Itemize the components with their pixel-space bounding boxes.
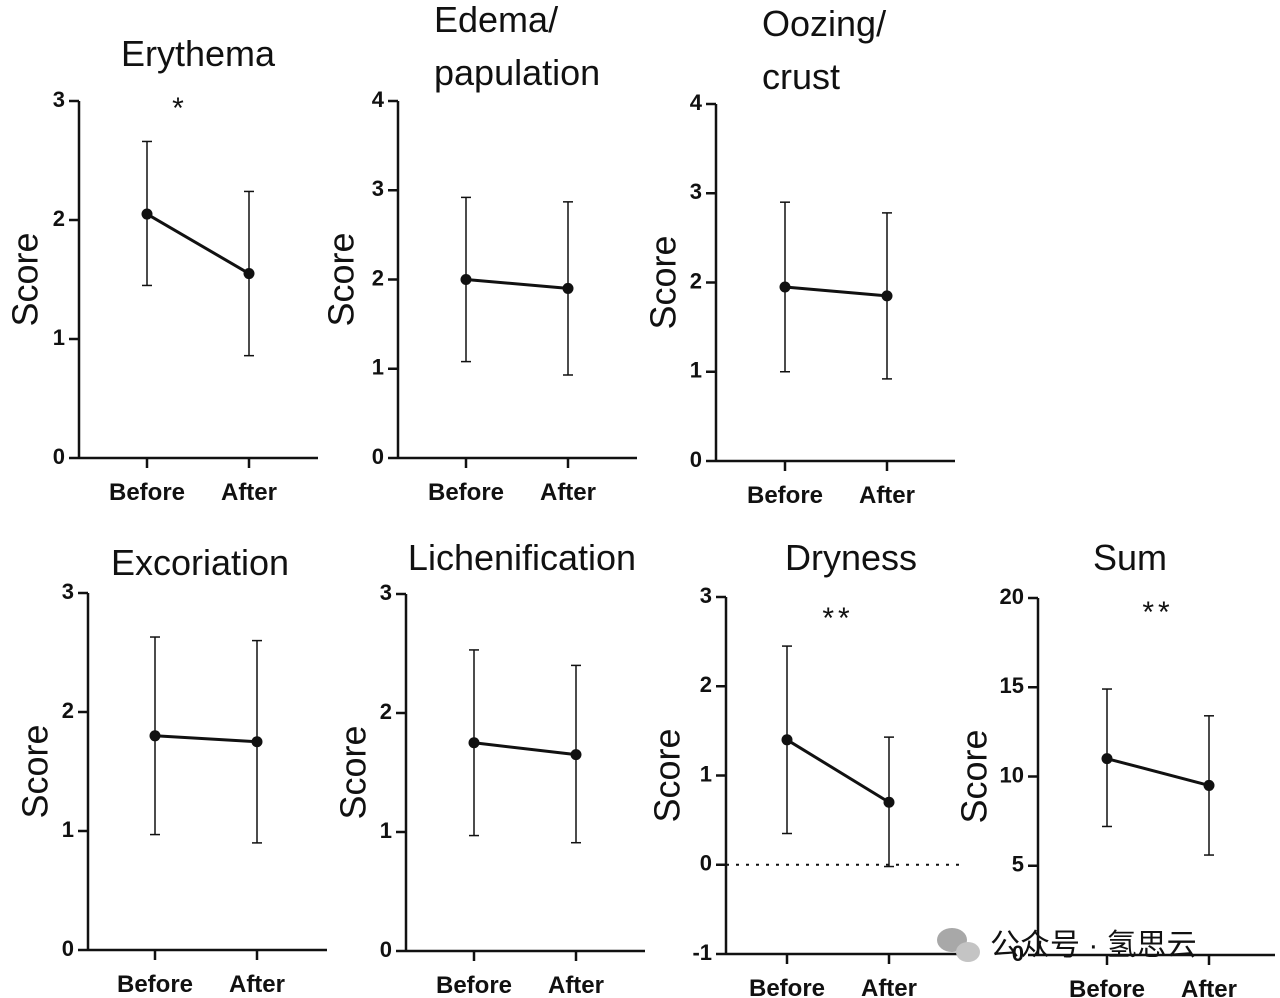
series-line: [473, 741, 577, 757]
panel-2: Edema/papulation Score 0 1 2 3 4 Before After: [321, 0, 637, 506]
y-axis-label: Score: [643, 235, 684, 329]
x-tick-label: After: [229, 971, 285, 998]
y-tick-label: 3: [62, 579, 74, 604]
watermark-text: 公众号 · 氢思云: [990, 929, 1197, 962]
y-axis-label: Score: [15, 724, 56, 818]
panel-4: Excoriation Score 0 1 2 3 Before After: [15, 542, 327, 998]
panel-title: crust: [762, 56, 840, 97]
significance-marker: **: [822, 602, 853, 635]
y-tick-label: 1: [62, 817, 74, 842]
y-tick-label: 15: [1000, 673, 1024, 698]
y-tick-label: 3: [690, 179, 702, 204]
watermark: 公众号 · 氢思云: [937, 928, 1197, 962]
y-tick-label: 1: [372, 355, 384, 380]
y-axis-label: Score: [5, 232, 46, 326]
y-tick-label: 2: [372, 265, 384, 290]
wechat-icon: [937, 928, 980, 962]
x-tick-label: After: [1181, 976, 1237, 998]
data-point: [883, 796, 895, 808]
significance-marker: **: [1142, 596, 1173, 629]
y-axis-label: Score: [647, 728, 688, 822]
panel-title: Sum: [1093, 537, 1167, 578]
x-tick-label: After: [221, 479, 277, 506]
x-tick-label: Before: [109, 479, 185, 506]
y-axis-label: Score: [954, 729, 995, 823]
significance-marker: *: [172, 92, 188, 125]
y-tick-label: 0: [380, 937, 392, 962]
panel-title: Edema/: [434, 0, 558, 40]
y-axis-label: Score: [333, 725, 374, 819]
y-tick-label: 2: [53, 206, 65, 231]
data-point: [1101, 753, 1113, 765]
y-tick-label: 1: [700, 761, 712, 786]
y-tick-label: 2: [62, 698, 74, 723]
x-tick-label: Before: [117, 971, 193, 998]
y-tick-label: 0: [372, 444, 384, 469]
series-line: [154, 734, 258, 744]
x-tick-label: After: [859, 482, 915, 509]
y-tick-label: 0: [690, 447, 702, 472]
panel-title: Dryness: [785, 537, 917, 578]
y-tick-label: 5: [1012, 852, 1024, 877]
data-point: [243, 268, 255, 280]
y-tick-label: 2: [690, 268, 702, 293]
panel-6: Dryness Score -1 0 1 2 3 Before After **: [647, 537, 960, 998]
series-line: [1106, 757, 1210, 787]
panel-title: Lichenification: [408, 537, 636, 578]
x-tick-label: After: [540, 479, 596, 506]
panel-title: Erythema: [121, 33, 276, 74]
y-tick-label: 0: [700, 851, 712, 876]
x-tick-label: Before: [428, 479, 504, 506]
y-tick-label: 0: [1012, 941, 1024, 966]
data-point: [779, 281, 791, 293]
y-tick-label: 20: [1000, 584, 1024, 609]
y-tick-label: 0: [62, 936, 74, 961]
y-tick-label: 10: [1000, 762, 1024, 787]
x-tick-label: After: [548, 972, 604, 998]
panel-3: Oozing/crust Score 0 1 2 3 4 Before After: [643, 3, 955, 509]
data-point: [460, 274, 472, 285]
y-tick-label: 3: [380, 580, 392, 605]
x-tick-label: After: [861, 975, 917, 998]
x-tick-label: Before: [436, 972, 512, 998]
y-tick-label: 2: [700, 672, 712, 697]
series-line: [465, 278, 569, 290]
wechat-bubble-small: [956, 942, 980, 962]
data-point: [570, 749, 582, 761]
y-tick-label: 3: [372, 176, 384, 201]
panel-7: Sum Score 0 5 10 15 20 Before After **: [954, 537, 1275, 998]
y-tick-label: 0: [53, 444, 65, 469]
y-tick-label: 1: [380, 818, 392, 843]
y-tick-label: 2: [380, 699, 392, 724]
y-tick-label: 3: [53, 87, 65, 112]
panel-1: Erythema Score 0 1 2 3 Before After *: [5, 33, 318, 506]
series-line: [786, 738, 890, 804]
x-tick-label: Before: [747, 482, 823, 509]
panel-title: papulation: [434, 52, 600, 93]
data-point: [141, 208, 153, 220]
x-tick-label: Before: [1069, 976, 1145, 998]
data-point: [562, 282, 574, 294]
series-line: [784, 285, 888, 298]
panel-title: Excoriation: [111, 542, 289, 583]
data-point: [468, 737, 480, 749]
y-tick-label: 4: [690, 90, 703, 115]
data-point: [1203, 779, 1215, 791]
y-tick-label: 1: [53, 325, 65, 350]
data-point: [149, 730, 161, 742]
y-tick-label: 1: [690, 358, 702, 383]
panel-5: Lichenification Score 0 1 2 3 Before After: [333, 537, 645, 998]
y-tick-label: 3: [700, 583, 712, 608]
data-point: [251, 736, 263, 748]
data-point: [781, 734, 793, 746]
y-tick-label: -1: [692, 940, 712, 965]
y-tick-label: 4: [372, 87, 385, 112]
data-point: [881, 290, 893, 302]
y-axis-label: Score: [321, 232, 362, 326]
series-line: [146, 212, 250, 275]
x-tick-label: Before: [749, 975, 825, 998]
panel-title: Oozing/: [762, 3, 886, 44]
